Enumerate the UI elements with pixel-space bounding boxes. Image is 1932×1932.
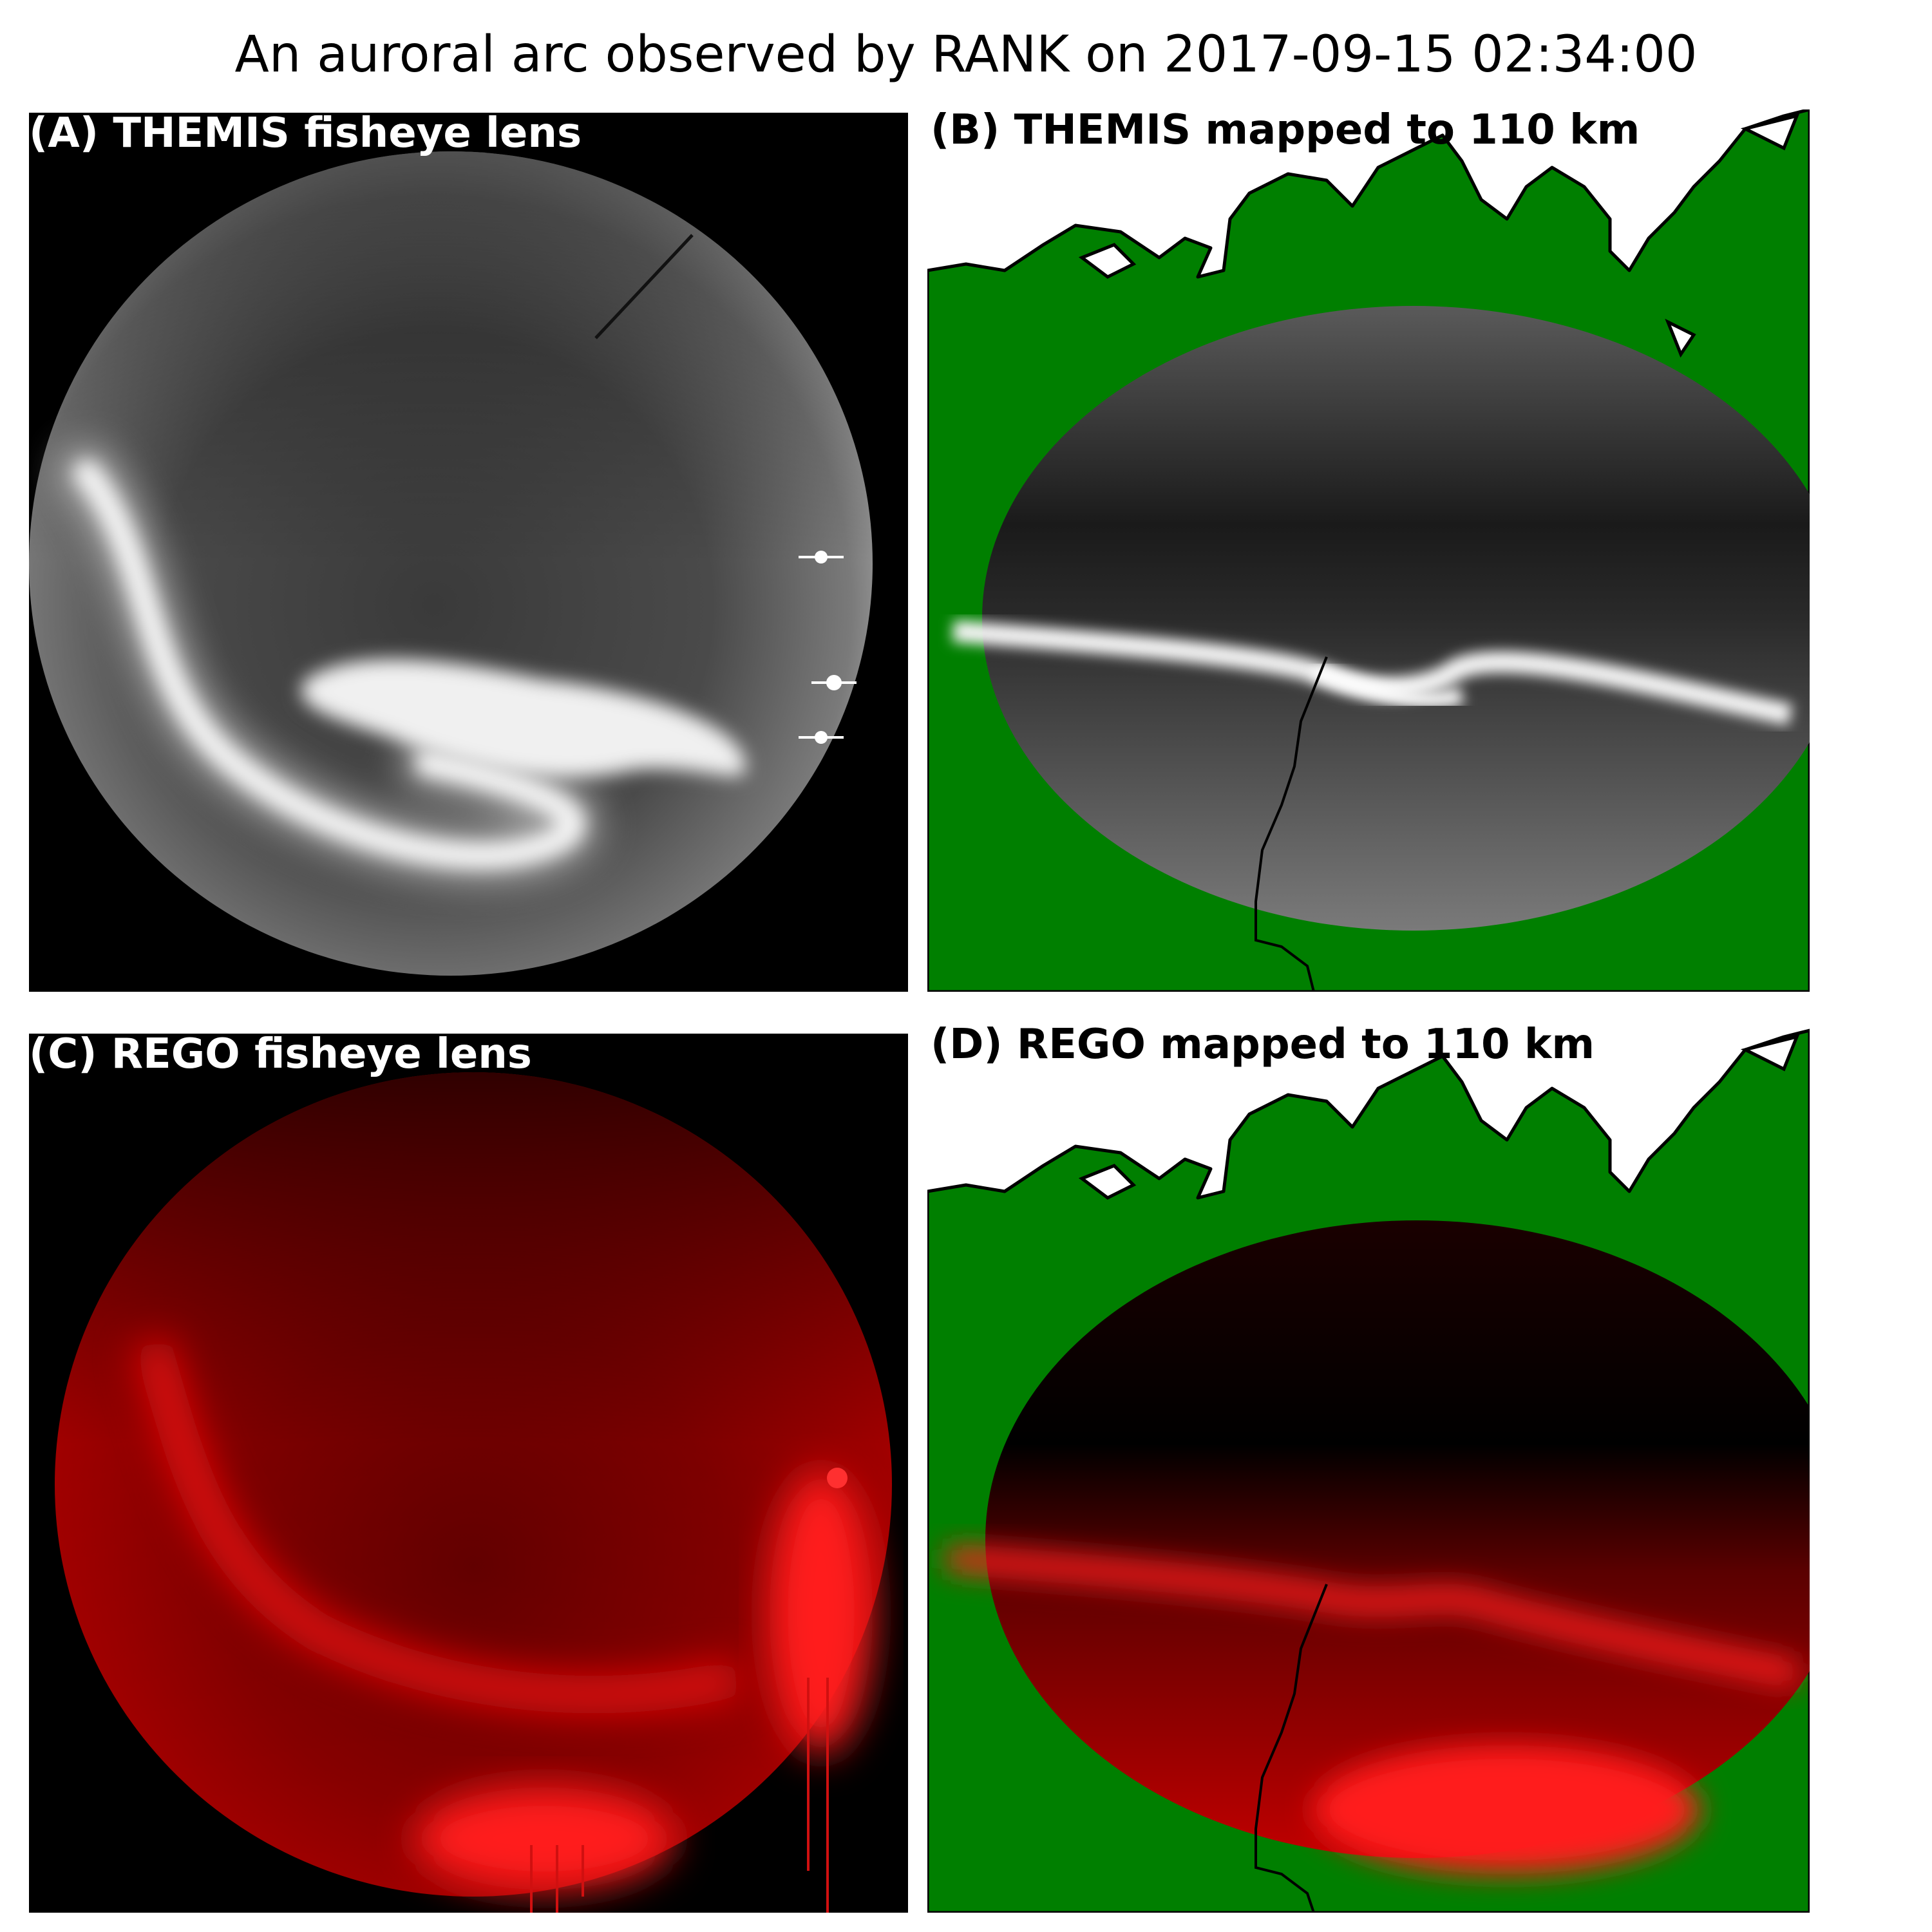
panel-c-rego-fisheye: (C) REGO fisheye lens [29, 1034, 908, 1913]
map-border-line-d [1255, 1584, 1328, 1913]
map-border-line [1255, 656, 1328, 992]
rego-mapped-bright-bottom [1314, 1745, 1700, 1874]
panel-a-themis-fisheye: (A) THEMIS fisheye lens [29, 113, 908, 992]
panel-d-label: (D) REGO mapped to 110 km [931, 1024, 1595, 1068]
panel-c-label: (C) REGO fisheye lens [29, 1034, 532, 1078]
panel-d-rego-mapped: (D) REGO mapped to 110 km [927, 1024, 1810, 1913]
rego-mapped-arc [945, 1547, 1799, 1686]
themis-lens-artifact [594, 234, 694, 339]
rego-fisheye-image [55, 1072, 892, 1913]
themis-mapped-disc [982, 306, 1810, 931]
panel-b-label: (B) THEMIS mapped to 110 km [931, 109, 1640, 154]
rego-map-image [927, 1028, 1810, 1913]
panel-a-label: (A) THEMIS fisheye lens [29, 113, 582, 157]
figure-title: An auroral arc observed by RANK on 2017-… [234, 26, 1698, 84]
rego-mapped-disc [985, 1220, 1810, 1858]
themis-bright-stars [799, 551, 857, 744]
themis-auroral-blob [301, 659, 746, 777]
rego-streaks [530, 1678, 829, 1913]
themis-fisheye-image [29, 151, 873, 976]
rego-auroral-arc [133, 1337, 743, 1714]
map-water-bodies [1078, 113, 1800, 358]
rego-bright-region-bottom [415, 1787, 673, 1890]
panel-b-themis-mapped: (B) THEMIS mapped to 110 km [927, 109, 1810, 992]
rego-bright-region-right [770, 1472, 873, 1755]
themis-map-image [927, 109, 1810, 992]
themis-auroral-arc [74, 460, 585, 869]
map-water-bodies-d [1078, 1034, 1800, 1200]
